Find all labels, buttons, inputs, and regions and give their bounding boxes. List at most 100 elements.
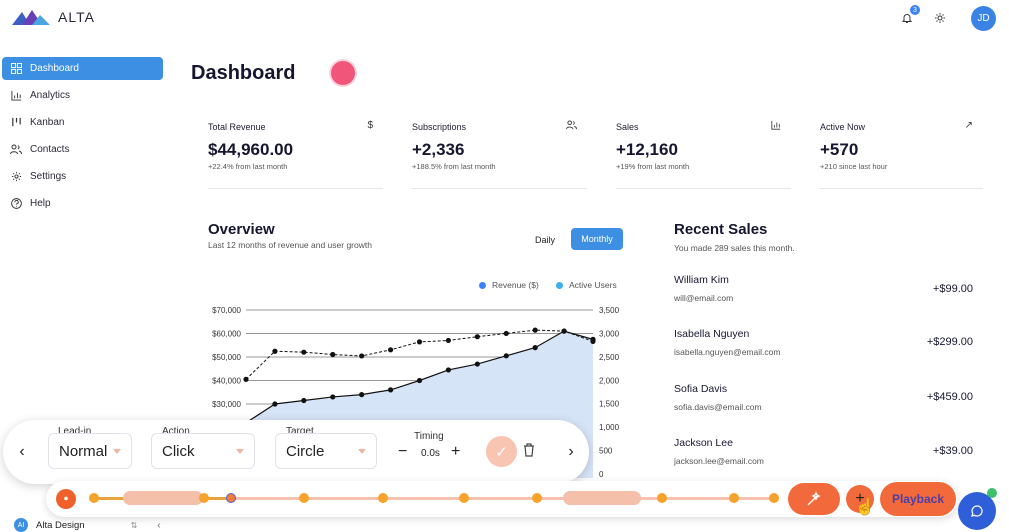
sidebar-item-contacts[interactable]: Contacts — [2, 138, 163, 161]
revenue-point — [474, 361, 480, 367]
timing-value: 0.0s — [421, 448, 440, 459]
timeline-current-keyframe[interactable] — [226, 493, 236, 503]
playback-button[interactable]: Playback — [880, 482, 956, 516]
y-axis-right-tick-label: 500 — [599, 447, 613, 456]
notification-badge: 3 — [910, 5, 920, 15]
timeline-keyframe[interactable] — [532, 493, 542, 503]
sidebar-item-label: Contacts — [30, 144, 70, 155]
stat-title: Sales — [616, 122, 639, 132]
y-axis-left-tick-label: $40,000 — [212, 377, 241, 386]
tab-monthly[interactable]: Monthly — [571, 228, 623, 250]
action-value: Click — [162, 442, 195, 460]
revenue-point — [330, 394, 336, 400]
workspace-switcher[interactable]: AI Alta Design ⇅ ‹ — [14, 518, 161, 532]
sale-email: will@email.com — [674, 293, 734, 303]
action-label: Action — [162, 426, 190, 437]
stat-title: Subscriptions — [412, 122, 467, 132]
timeline-track[interactable] — [94, 497, 777, 500]
active-users-point — [503, 330, 509, 337]
stat-subtext: +210 since last hour — [820, 162, 888, 171]
y-axis-right-tick-label: 0 — [599, 470, 604, 479]
active-users-point — [532, 327, 538, 333]
grid-icon — [10, 63, 22, 75]
sidebar-item-kanban[interactable]: Kanban — [2, 111, 163, 134]
y-axis-left-tick-label: $30,000 — [212, 400, 241, 409]
delete-step-button[interactable] — [523, 443, 535, 460]
legend-active-users: Active Users — [556, 280, 617, 290]
revenue-point — [272, 401, 278, 407]
timing-decrease-button[interactable]: − — [398, 443, 408, 460]
timeline-start-button[interactable]: ⏺ — [56, 489, 76, 509]
chevron-down-icon — [113, 448, 121, 454]
active-users-point — [387, 347, 394, 353]
theme-toggle-button[interactable] — [930, 8, 950, 28]
stat-subtext: +19% from last month — [616, 162, 690, 171]
notifications-button[interactable]: 3 — [897, 5, 920, 28]
sale-amount: +$99.00 — [932, 283, 973, 295]
prev-step-button[interactable]: ‹ — [19, 443, 25, 460]
timeline-keyframe[interactable] — [729, 493, 739, 503]
revenue-point — [532, 345, 538, 351]
sale-amount: +$459.00 — [926, 391, 973, 403]
trash-icon — [524, 443, 534, 457]
sidebar-item-help[interactable]: Help — [2, 192, 163, 215]
timing-increase-button[interactable]: + — [451, 443, 461, 460]
chat-button[interactable] — [958, 492, 996, 530]
timeline-segment[interactable] — [563, 491, 641, 505]
active-users-point — [416, 339, 423, 345]
revenue-point — [416, 377, 423, 384]
collapse-sidebar-icon[interactable]: ‹ — [157, 519, 161, 531]
action-select[interactable]: Click — [151, 433, 255, 469]
magic-tool-button[interactable] — [788, 483, 840, 515]
sale-email: sofia.davis@email.com — [674, 402, 762, 412]
timeline-keyframe[interactable] — [299, 493, 309, 503]
workspace-badge: AI — [14, 518, 28, 532]
stat-value: +12,160 — [616, 140, 678, 159]
timeline-keyframe[interactable] — [769, 493, 779, 503]
plus-icon: + — [855, 490, 865, 507]
recent-sales-subtitle: You made 289 sales this month. — [674, 243, 795, 253]
users-icon — [566, 120, 577, 133]
record-indicator[interactable] — [331, 61, 355, 85]
sale-name: Sofia Davis — [674, 383, 728, 395]
chevron-down-icon — [236, 448, 244, 454]
timeline-keyframe[interactable] — [199, 493, 209, 503]
stat-value: +570 — [820, 140, 859, 159]
active-users-point — [590, 338, 596, 344]
target-select[interactable]: Circle — [275, 433, 377, 469]
sale-name: Jackson Lee — [674, 437, 733, 449]
stat-value: +2,336 — [412, 140, 465, 159]
confirm-button[interactable]: ✓ — [486, 436, 517, 467]
app-logo[interactable]: ALTA — [12, 9, 95, 25]
active-users-point — [243, 376, 249, 382]
sidebar-item-analytics[interactable]: Analytics — [2, 84, 163, 107]
y-axis-right-tick-label: 3,000 — [599, 329, 620, 338]
timeline-segment[interactable] — [123, 491, 203, 505]
sidebar-item-settings[interactable]: Settings — [2, 165, 163, 188]
chevron-updown-icon: ⇅ — [130, 520, 138, 530]
sidebar-item-dashboard[interactable]: Dashboard — [2, 57, 163, 80]
timeline-keyframe[interactable] — [89, 493, 99, 503]
user-avatar[interactable]: JD — [971, 6, 996, 31]
next-step-button[interactable]: › — [568, 443, 574, 460]
stat-title: Total Revenue — [208, 122, 266, 132]
stat-card-revenue: Total Revenue $ $44,960.00 +22.4% from l… — [208, 112, 383, 189]
workspace-name: Alta Design — [36, 519, 85, 531]
timeline-keyframe[interactable] — [657, 493, 667, 503]
sale-email: isabella.nguyen@email.com — [674, 347, 781, 357]
tab-daily[interactable]: Daily — [534, 234, 555, 245]
active-users-point — [561, 328, 567, 334]
timeline-keyframe[interactable] — [378, 493, 388, 503]
stat-card-sales: Sales +12,160 +19% from last month — [616, 112, 791, 189]
add-step-button[interactable]: + — [846, 485, 874, 513]
timeline-keyframe[interactable] — [459, 493, 469, 503]
mountain-logo-icon — [12, 10, 50, 25]
columns-icon — [10, 117, 22, 129]
help-icon — [10, 198, 22, 210]
check-icon: ✓ — [495, 443, 508, 461]
users-icon — [10, 144, 22, 156]
y-axis-right-tick-label: 2,000 — [599, 376, 620, 385]
arrow-up-right-icon: ↗ — [964, 120, 973, 131]
leadin-select[interactable]: Normal — [48, 433, 132, 469]
stat-subtext: +22.4% from last month — [208, 162, 288, 171]
